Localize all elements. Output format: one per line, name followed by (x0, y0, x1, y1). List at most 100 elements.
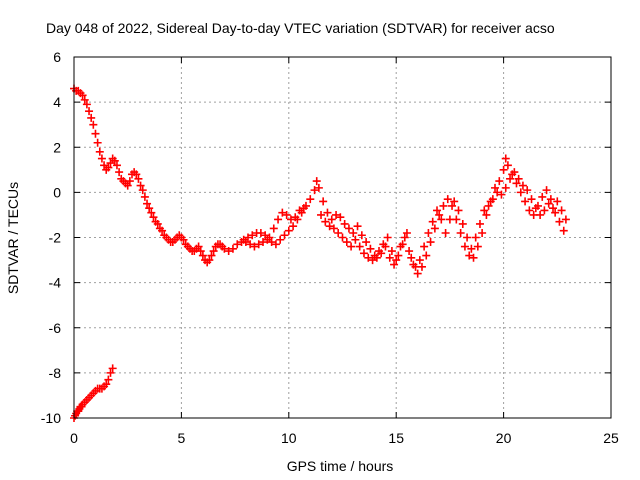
data-point (224, 247, 233, 256)
data-point (506, 174, 515, 183)
data-point (400, 233, 409, 242)
data-point (344, 224, 353, 233)
data-point (471, 233, 480, 242)
chart-title: Day 048 of 2022, Sidereal Day-to-day VTE… (46, 20, 555, 36)
series (70, 364, 117, 422)
data-point (95, 147, 104, 156)
data-point (198, 251, 207, 260)
data-point (473, 242, 482, 251)
data-point (149, 213, 158, 222)
x-tick-label: 15 (388, 430, 404, 446)
data-point (424, 228, 433, 237)
data-point (125, 177, 134, 186)
data-point (108, 364, 117, 373)
data-point (97, 154, 106, 163)
data-point (334, 228, 343, 237)
data-point (454, 206, 463, 215)
data-point (525, 206, 534, 215)
data-point (106, 159, 115, 168)
data-point (349, 228, 358, 237)
data-point (538, 192, 547, 201)
data-point (413, 269, 422, 278)
series (239, 168, 570, 271)
data-point (549, 204, 558, 213)
data-point (104, 163, 113, 172)
data-point (102, 380, 111, 389)
y-tick-label: 6 (53, 49, 61, 65)
data-point (106, 368, 115, 377)
data-point (475, 219, 484, 228)
data-point (521, 197, 530, 206)
data-point (123, 181, 132, 190)
data-point (233, 240, 242, 249)
data-point (405, 247, 414, 256)
data-point (153, 219, 162, 228)
data-point (112, 161, 121, 170)
data-point (351, 235, 360, 244)
data-point (138, 186, 147, 195)
data-point (445, 215, 454, 224)
data-point (89, 120, 98, 129)
data-point (460, 242, 469, 251)
data-point (269, 224, 278, 233)
data-point (488, 195, 497, 204)
data-point (278, 208, 287, 217)
data-point (140, 192, 149, 201)
data-point (295, 206, 304, 215)
data-point (394, 251, 403, 260)
data-point (196, 247, 205, 256)
data-point (332, 210, 341, 219)
data-point (398, 240, 407, 249)
data-point (497, 190, 506, 199)
data-point (100, 161, 109, 170)
data-point (493, 188, 502, 197)
data-point (271, 240, 280, 249)
data-point (523, 186, 532, 195)
data-point (355, 242, 364, 251)
data-point (145, 204, 154, 213)
data-point (372, 253, 381, 262)
data-point (542, 186, 551, 195)
data-point (501, 183, 510, 192)
y-tick-label: -2 (49, 230, 62, 246)
data-point (205, 256, 214, 265)
data-point (516, 188, 525, 197)
data-point (329, 224, 338, 233)
data-point (390, 260, 399, 269)
data-point (422, 251, 431, 260)
data-point (426, 238, 435, 247)
data-point (561, 215, 570, 224)
data-point (80, 95, 89, 104)
data-point (147, 208, 156, 217)
data-point (104, 375, 113, 384)
data-point (284, 226, 293, 235)
data-point (220, 244, 229, 253)
data-point (456, 228, 465, 237)
data-point (458, 219, 467, 228)
data-point (179, 235, 188, 244)
data-point (407, 253, 416, 262)
y-tick-label: -6 (49, 320, 62, 336)
data-point (546, 195, 555, 204)
data-point (433, 206, 442, 215)
data-point (428, 217, 437, 226)
data-point (514, 174, 523, 183)
data-point (267, 238, 276, 247)
y-tick-label: 0 (53, 184, 61, 200)
data-point (402, 228, 411, 237)
x-tick-label: 10 (281, 430, 297, 446)
data-point (531, 204, 540, 213)
data-point (491, 183, 500, 192)
data-point (158, 226, 167, 235)
data-point (377, 249, 386, 258)
data-point (265, 233, 274, 242)
y-tick-label: 4 (53, 94, 61, 110)
x-axis-label: GPS time / hours (287, 458, 394, 474)
data-point (136, 181, 145, 190)
x-tick-labels: 0 5 10 15 20 25 (70, 430, 619, 446)
data-point (280, 231, 289, 240)
data-point (310, 186, 319, 195)
data-point (353, 222, 362, 231)
data-point (338, 233, 347, 242)
